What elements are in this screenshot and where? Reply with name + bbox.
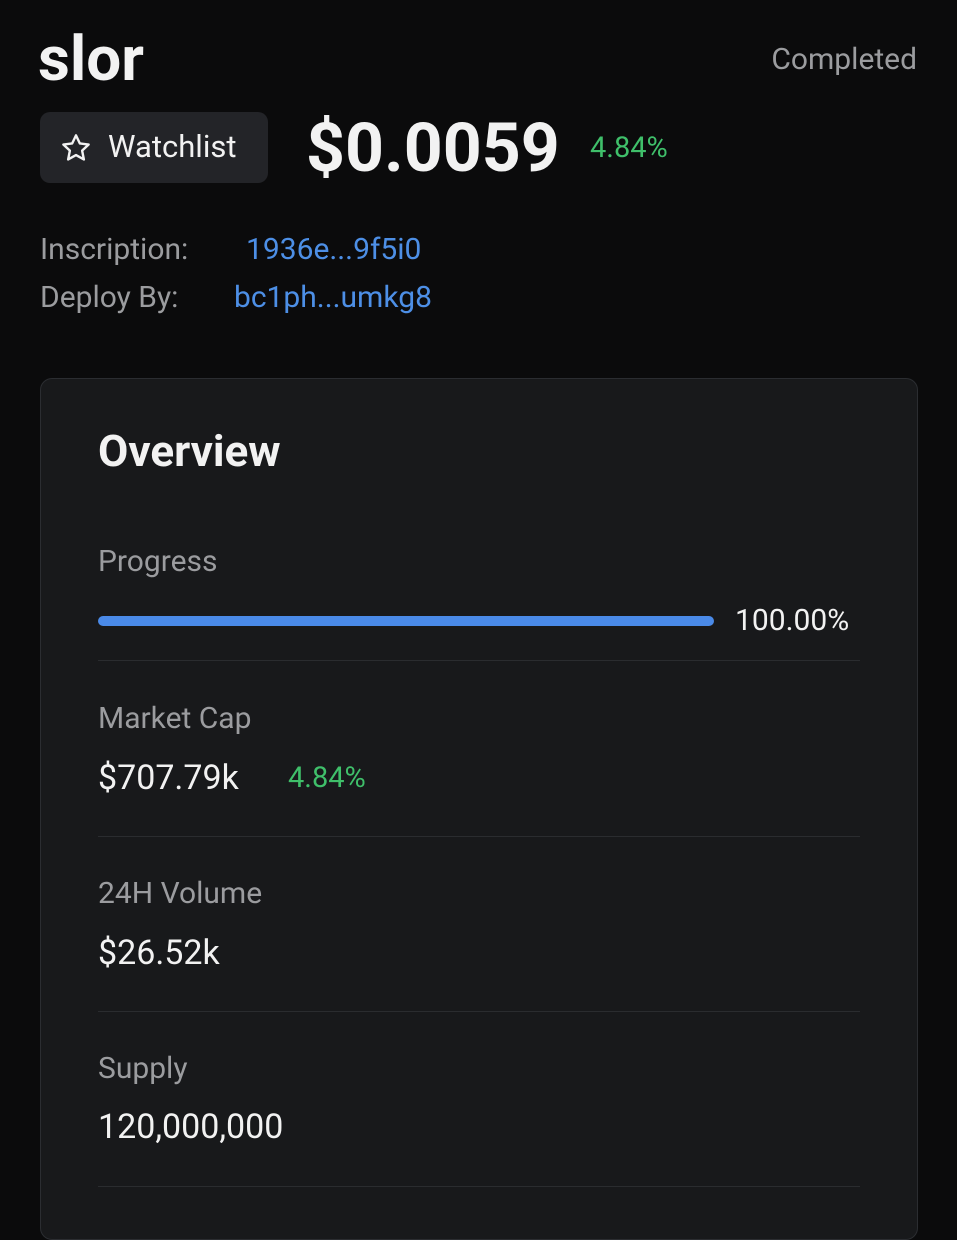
progress-track <box>98 616 714 626</box>
info-label: Inscription: <box>40 232 189 267</box>
info-link[interactable]: 1936e...9f5i0 <box>246 232 422 267</box>
stat-label: Supply <box>98 1051 188 1086</box>
info-label: Deploy By: <box>40 280 179 315</box>
stat-label: Progress <box>98 544 218 579</box>
divider <box>98 1186 860 1187</box>
progress-value: 100.00% <box>735 603 850 638</box>
page: {"header": {"title": "slor", "status": "… <box>38 23 918 1240</box>
divider <box>98 836 860 837</box>
watchlist-label: Watchlist <box>108 128 237 165</box>
card-title: Overview <box>98 425 281 477</box>
status: Completed <box>771 42 917 77</box>
price-change: 4.84% <box>590 131 668 165</box>
progress-fill <box>98 616 714 626</box>
stat-value: 120,000,000 <box>98 1107 284 1147</box>
stat-label: Market Cap <box>98 701 252 736</box>
stat-value: $707.79k <box>98 758 239 798</box>
price: $0.0059 <box>306 108 560 188</box>
star-icon <box>62 134 90 161</box>
watchlist-button[interactable]: Watchlist <box>40 112 268 183</box>
stat-label: 24H Volume <box>98 876 263 911</box>
stat-value: $26.52k <box>98 933 220 973</box>
divider <box>98 660 860 661</box>
overview-card <box>40 378 918 1240</box>
info-link[interactable]: bc1ph...umkg8 <box>234 280 432 315</box>
token-title: slor <box>38 23 144 96</box>
stat-change: 4.84% <box>288 761 366 795</box>
divider <box>98 1011 860 1012</box>
